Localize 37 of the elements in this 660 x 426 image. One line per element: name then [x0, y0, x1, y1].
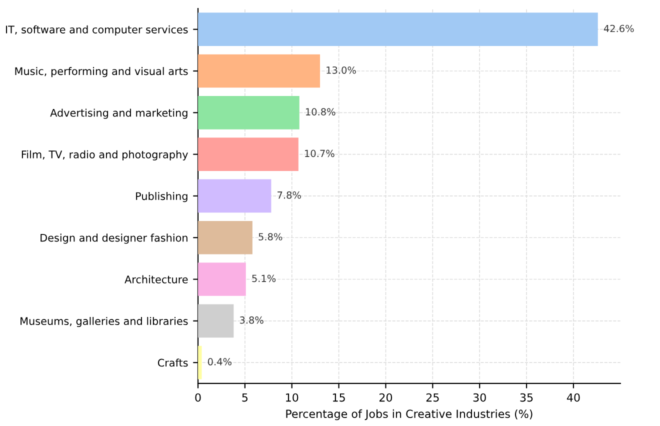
y-tick-label: Film, TV, radio and photography: [22, 150, 188, 160]
x-axis-title: Percentage of Jobs in Creative Industries (%): [286, 409, 532, 420]
bar: [198, 179, 272, 213]
x-tick-label: 35: [520, 393, 533, 402]
y-tick-label: Design and designer fashion: [40, 234, 188, 244]
data-label: 0.4%: [208, 358, 232, 366]
y-tick-label: Music, performing and visual arts: [15, 67, 188, 78]
data-label: 10.7%: [305, 150, 334, 158]
data-label: 7.8%: [278, 191, 301, 199]
bar: [198, 262, 246, 296]
x-tick-label: 40: [566, 393, 580, 402]
x-tick-label: 5: [242, 393, 248, 402]
y-tick-label: Publishing: [136, 192, 188, 202]
data-label: 13.0%: [326, 66, 356, 74]
bar: [198, 346, 202, 380]
y-tick-label: Museums, galleries and libraries: [20, 316, 188, 328]
data-label: 3.8%: [240, 316, 264, 324]
data-label: 42.6%: [604, 24, 634, 32]
y-tick-label: Crafts: [158, 358, 188, 367]
data-label: 10.8%: [306, 108, 336, 116]
x-tick-label: 25: [426, 393, 439, 402]
bar: [198, 220, 252, 254]
data-label: 5.1%: [252, 274, 276, 282]
data-label: 5.8%: [258, 233, 282, 240]
bar: [198, 54, 320, 88]
bar: [198, 12, 598, 46]
y-tick-label: Architecture: [124, 275, 188, 284]
x-tick-label: 0: [195, 393, 201, 402]
x-tick-label: 10: [286, 393, 298, 402]
y-tick-label: Advertising and marketing: [50, 108, 188, 119]
x-tick-label: 30: [473, 393, 486, 402]
bar: [198, 96, 300, 130]
bar: [198, 138, 298, 171]
y-tick-label: IT, software and computer services: [6, 25, 188, 36]
x-tick-label: 20: [379, 393, 392, 402]
x-tick-label: 15: [332, 393, 345, 402]
bar: [198, 304, 234, 338]
